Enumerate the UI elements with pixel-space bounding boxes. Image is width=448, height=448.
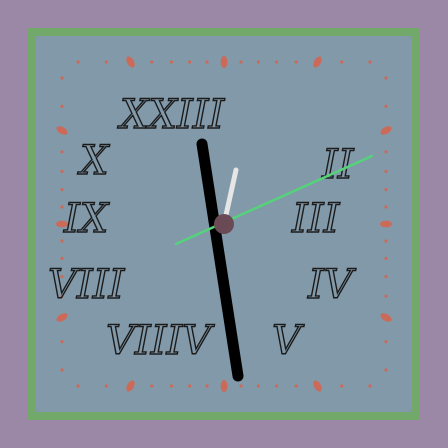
second-hand [174, 154, 374, 246]
hour-tick-mark [220, 56, 228, 68]
minute-tick-mark [239, 384, 243, 388]
minute-tick-mark [384, 187, 388, 192]
minute-tick-mark [384, 340, 388, 344]
hour-tick-mark [380, 313, 392, 322]
minute-tick-mark [256, 60, 260, 64]
minute-tick-mark [104, 384, 108, 388]
hour-tick-mark [380, 220, 392, 228]
minute-tick-mark [384, 150, 388, 154]
minute-tick-mark [76, 60, 80, 64]
minute-tick-mark [384, 368, 388, 372]
minute-tick-mark [368, 60, 372, 64]
hour-tick-mark [220, 380, 228, 392]
minute-tick-mark [150, 60, 154, 64]
minute-tick-mark [60, 150, 64, 154]
hour-tick-mark [313, 380, 322, 392]
minute-tick-mark [76, 384, 80, 388]
minute-tick-mark [384, 294, 388, 298]
minute-tick-mark [205, 60, 209, 64]
minute-tick-mark [294, 384, 298, 388]
minute-tick-mark [169, 384, 173, 388]
numeral-right: III [291, 196, 341, 242]
minute-tick-mark [60, 76, 64, 80]
minute-tick-mark [274, 60, 279, 64]
minute-tick-mark [384, 76, 388, 80]
minute-tick-mark [256, 384, 261, 388]
minute-tick-mark [275, 384, 279, 388]
minute-tick-mark [60, 169, 64, 173]
minute-tick-mark [384, 169, 388, 173]
numeral-top: XXIII [117, 92, 226, 138]
minute-tick-mark [188, 384, 192, 388]
minute-tick-mark [384, 256, 388, 260]
numeral-left: IX [63, 196, 110, 242]
minute-tick-mark [60, 188, 64, 192]
minute-tick-mark [60, 205, 64, 209]
hour-tick-mark [56, 313, 68, 322]
clock-frame [28, 28, 420, 420]
minute-tick-mark [150, 384, 154, 388]
minute-tick-mark [60, 256, 64, 260]
hour-tick-mark [380, 126, 392, 135]
minute-tick-mark [368, 384, 372, 388]
minute-tick-mark [340, 60, 344, 64]
minute-tick-mark [340, 384, 344, 388]
center-cap [214, 214, 234, 234]
numeral-left-lower: VIII [48, 262, 125, 308]
tick-marks [56, 56, 392, 392]
minute-tick-mark [239, 60, 243, 64]
numeral-left-upper: X [77, 138, 110, 184]
minute-tick-mark [384, 239, 388, 243]
hour-tick-mark [313, 56, 322, 68]
minute-tick-mark [60, 294, 64, 298]
hour-hand [196, 138, 244, 382]
minute-tick-mark [188, 60, 192, 64]
minute-tick-mark [60, 239, 64, 243]
minute-tick-mark [60, 104, 64, 108]
minute-tick-mark [205, 384, 209, 388]
minute-tick-mark [104, 60, 108, 64]
minute-tick-mark [384, 275, 388, 279]
minute-tick-mark [294, 60, 298, 64]
minute-tick-mark [169, 60, 173, 64]
minute-tick-mark [384, 205, 388, 209]
hour-tick-mark [126, 56, 135, 68]
numeral-bottom: VIIIV [106, 318, 215, 364]
numeral-right-lower: IV [307, 262, 357, 308]
minute-tick-mark [60, 368, 64, 372]
minute-tick-mark [60, 340, 64, 344]
hour-tick-mark [126, 380, 135, 392]
minute-tick-mark [60, 275, 64, 279]
numeral-bottom-right: V [272, 318, 305, 364]
minute-tick-mark [384, 104, 388, 108]
hour-tick-mark [56, 126, 68, 135]
hour-tick-mark [56, 220, 68, 228]
